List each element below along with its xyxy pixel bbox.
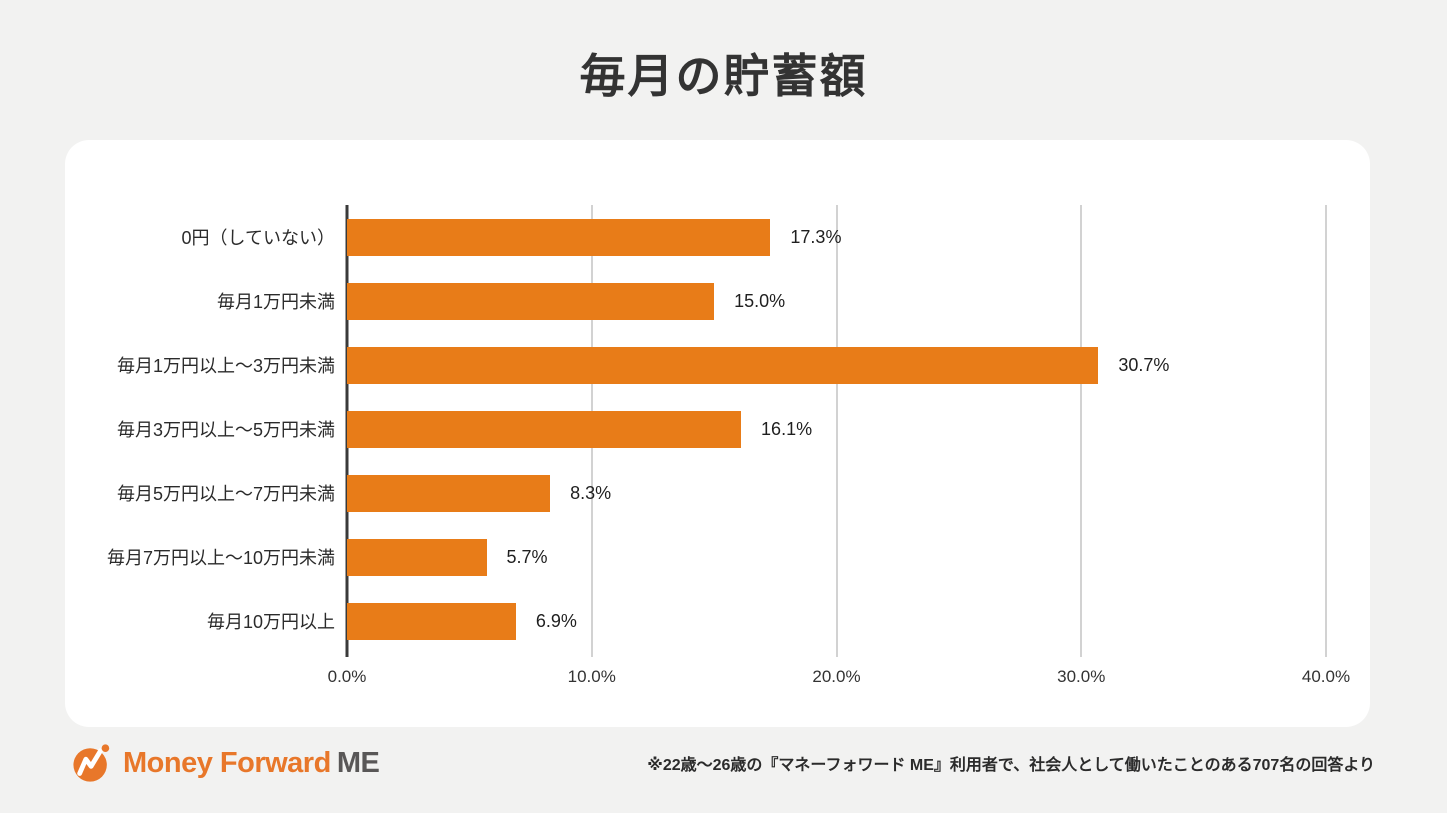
survey-footnote: ※22歳〜26歳の『マネーフォワード ME』利用者で、社会人として働いたことのあ… xyxy=(647,757,1375,774)
footer: Money Forward ME ※22歳〜26歳の『マネーフォワード ME』利用… xyxy=(0,742,1447,784)
page-title: 毎月の貯蓄額 xyxy=(579,50,868,102)
x-tick-label: 20.0% xyxy=(812,667,861,686)
x-tick-label: 10.0% xyxy=(567,667,616,686)
row-plot-area: 16.1% xyxy=(347,397,1326,461)
category-label: 毎月7万円以上〜10万円未満 xyxy=(106,548,335,568)
bar xyxy=(347,474,551,512)
category-label: 毎月1万円以上〜3万円未満 xyxy=(116,356,335,376)
row-plot-area: 5.7% xyxy=(347,525,1326,589)
chart-row: 毎月7万円以上〜10万円未満 5.7% xyxy=(65,525,1370,589)
chart-row: 毎月1万円未満 15.0% xyxy=(65,269,1370,333)
category-label: 毎月3万円以上〜5万円未満 xyxy=(116,420,335,440)
bar-chart: 0円（していない） 17.3% 毎月1万円未満 15.0% 毎月1万円以上〜3万円未満 3… xyxy=(65,140,1370,727)
category-label: 毎月5万円以上〜7万円未満 xyxy=(116,484,335,504)
bar xyxy=(347,346,1099,384)
x-axis: 0.0% 10.0% 20.0% 30.0% 40.0% xyxy=(328,661,1350,701)
value-label: 5.7% xyxy=(506,546,548,567)
bar xyxy=(347,218,771,256)
bar xyxy=(347,538,487,576)
bar xyxy=(347,410,742,448)
row-plot-area: 17.3% xyxy=(347,205,1326,269)
value-label: 15.0% xyxy=(734,290,786,311)
money-forward-logo: Money Forward ME xyxy=(72,742,380,784)
chart-row: 毎月10万円以上 6.9% xyxy=(65,589,1370,653)
bar xyxy=(347,602,516,640)
logo-text: Money Forward ME xyxy=(123,746,380,780)
logo-text-suffix: ME xyxy=(336,746,380,779)
chart-row: 毎月5万円以上〜7万円未満 8.3% xyxy=(65,461,1370,525)
row-plot-area: 6.9% xyxy=(347,589,1326,653)
chart-rows: 0円（していない） 17.3% 毎月1万円未満 15.0% 毎月1万円以上〜3万円未満 3… xyxy=(65,205,1370,653)
row-plot-area: 15.0% xyxy=(347,269,1326,333)
value-label: 16.1% xyxy=(761,418,813,439)
chart-card: 0円（していない） 17.3% 毎月1万円未満 15.0% 毎月1万円以上〜3万円未満 3… xyxy=(65,140,1370,727)
x-tick-label: 0.0% xyxy=(327,667,367,686)
x-tick-label: 30.0% xyxy=(1057,667,1106,686)
category-label: 毎月10万円以上 xyxy=(206,612,335,632)
money-forward-logo-icon xyxy=(73,744,110,782)
chart-row: 0円（していない） 17.3% xyxy=(65,205,1370,269)
value-label: 8.3% xyxy=(570,482,612,503)
chart-row: 毎月3万円以上〜5万円未満 16.1% xyxy=(65,397,1370,461)
row-plot-area: 8.3% xyxy=(347,461,1326,525)
bar xyxy=(347,282,715,320)
row-plot-area: 30.7% xyxy=(347,333,1326,397)
logo-text-main: Money Forward xyxy=(123,746,331,779)
x-tick-label: 40.0% xyxy=(1301,667,1351,686)
category-label: 毎月1万円未満 xyxy=(216,292,335,312)
chart-row: 毎月1万円以上〜3万円未満 30.7% xyxy=(65,333,1370,397)
value-label: 6.9% xyxy=(535,610,577,631)
category-label: 0円（していない） xyxy=(181,228,335,248)
value-label: 17.3% xyxy=(790,226,842,247)
value-label: 30.7% xyxy=(1118,354,1170,375)
